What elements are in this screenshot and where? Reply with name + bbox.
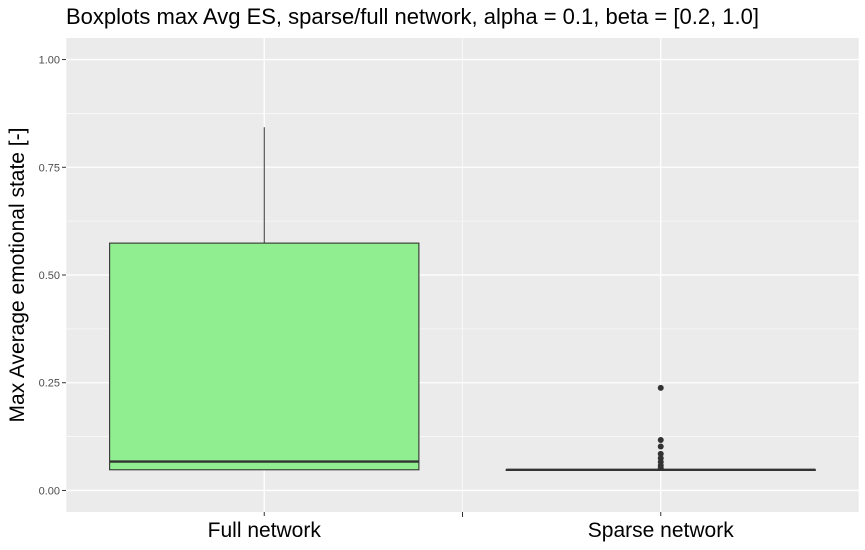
x-tick-label: Sparse network [588,519,734,542]
y-tick-label: 0.00 [39,485,60,497]
box-iqr [109,242,420,471]
y-tick-label: 0.75 [39,162,60,174]
y-tick-label: 0.25 [39,378,60,390]
box-1 [109,127,420,471]
y-tick-label: 1.00 [39,55,60,67]
outlier-point [657,443,664,450]
x-tick-label: Full network [208,519,322,542]
outlier-point [657,384,664,391]
box-2 [505,384,816,472]
outlier-point [657,450,664,457]
y-axis-ticks: 0.00 0.25 0.50 0.75 1.00 [39,55,66,497]
x-axis-ticks: Full network Sparse network [208,512,734,542]
y-axis-label: Max Average emotional state [-] [6,128,29,423]
chart-title: Boxplots max Avg ES, sparse/full network… [66,4,759,29]
y-tick-label: 0.50 [39,270,60,282]
outlier-point [657,465,664,472]
boxes [109,127,816,472]
outlier-point [657,437,664,444]
